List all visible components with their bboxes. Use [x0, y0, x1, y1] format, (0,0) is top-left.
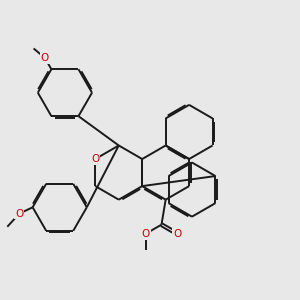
Text: O: O: [41, 53, 49, 63]
Text: O: O: [91, 154, 99, 164]
Text: O: O: [15, 208, 24, 218]
Text: O: O: [173, 229, 181, 239]
Text: O: O: [142, 229, 150, 239]
